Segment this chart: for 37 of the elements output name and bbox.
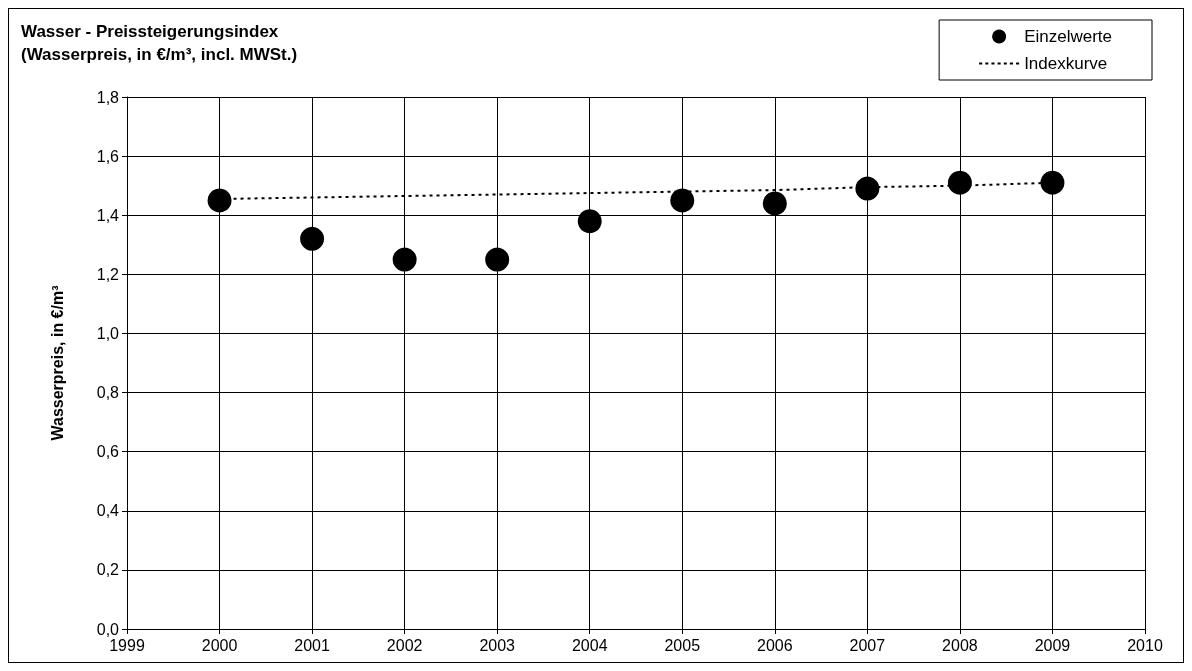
y-tick-label: 1,0: [96, 324, 120, 342]
y-tick-label: 1,2: [96, 265, 120, 283]
x-tick-label: 2008: [942, 636, 978, 654]
point: [947, 170, 972, 195]
point: [855, 176, 880, 201]
y-axis-title: Wasserpreis, in €/m³: [48, 285, 66, 441]
y-tick-label: 0,0: [96, 620, 120, 638]
y-tick-label: 0,2: [96, 561, 120, 579]
y-tick-label: 1,8: [96, 88, 120, 106]
x-tick-label: 2005: [664, 636, 701, 654]
x-tick-label: 2009: [1034, 636, 1071, 654]
x-tick-label: 2007: [849, 636, 886, 654]
chart-title: Wasser - Preissteigerungsindex: [21, 22, 279, 41]
x-tick-label: 1999: [109, 636, 145, 654]
point: [207, 188, 232, 213]
point: [485, 247, 510, 272]
chart-subtitle: (Wasserpreis, in €/m³, incl. MWSt.): [21, 45, 298, 64]
legend-label: Indexkurve: [1024, 54, 1108, 73]
x-tick-label: 2010: [1127, 636, 1163, 654]
x-tick-label: 2003: [479, 636, 516, 654]
y-tick-label: 0,8: [96, 384, 120, 402]
x-tick-label: 2002: [386, 636, 423, 654]
point: [577, 209, 602, 234]
point: [670, 188, 695, 213]
y-tick-label: 0,4: [96, 502, 120, 520]
y-tick-label: 1,6: [96, 147, 120, 165]
x-tick-label: 2000: [201, 636, 238, 654]
point: [1040, 170, 1065, 195]
y-tick-label: 1,4: [96, 206, 120, 224]
point: [392, 247, 417, 272]
x-tick-label: 2006: [757, 636, 793, 654]
legend-label: Einzelwerte: [1024, 27, 1112, 46]
y-tick-label: 0,6: [96, 443, 120, 461]
x-tick-label: 2004: [571, 636, 608, 654]
point: [300, 226, 325, 251]
x-tick-label: 2001: [294, 636, 330, 654]
point: [762, 191, 787, 216]
